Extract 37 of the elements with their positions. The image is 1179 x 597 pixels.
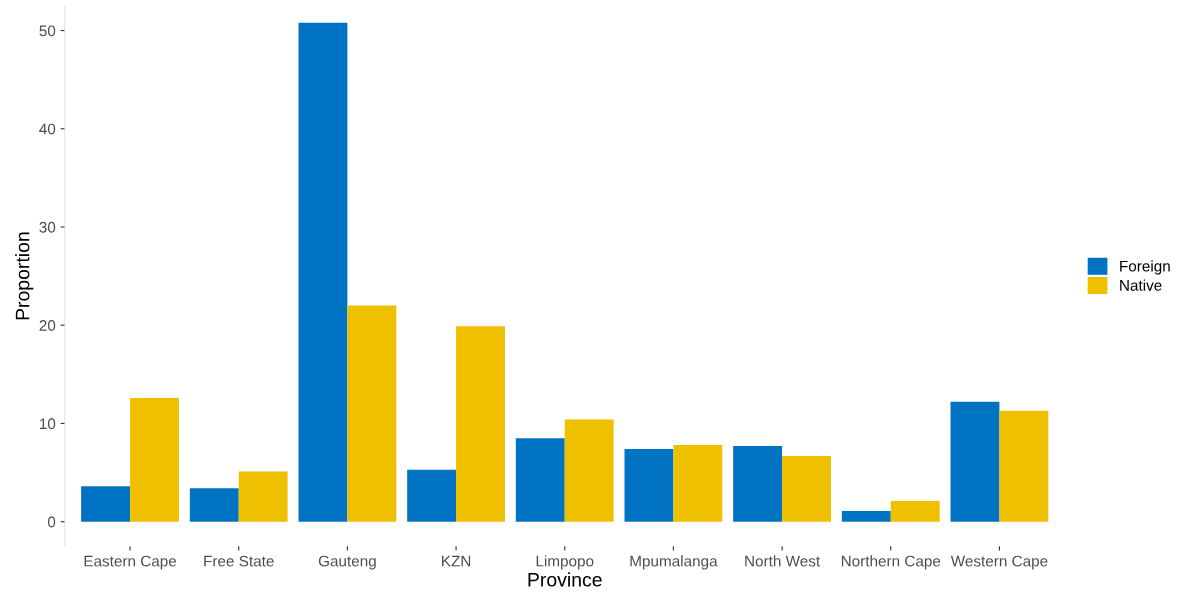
x-tick-label: Western Cape (950, 555, 1048, 570)
y-axis-title: Proportion (15, 232, 34, 320)
y-tick-label: 0 (47, 516, 56, 528)
y-tick-label: 10 (39, 418, 56, 430)
x-tick-label: Northern Cape (841, 555, 941, 570)
bar (564, 419, 614, 522)
bar (673, 445, 723, 522)
legend-label: Foreign (1120, 260, 1170, 275)
bar (407, 469, 457, 522)
x-tick-label: North West (745, 555, 821, 567)
bar (890, 501, 940, 522)
bar (841, 510, 891, 522)
y-tick-label: 30 (39, 221, 56, 233)
y-tick-label: 40 (39, 123, 56, 135)
bar (950, 401, 1000, 522)
bar (347, 305, 397, 522)
x-tick-label: KZN (442, 555, 471, 567)
x-tick-label: Mpumalanga (630, 555, 718, 570)
bar (624, 449, 674, 522)
bar (782, 455, 831, 522)
x-tick-label: Eastern Cape (84, 555, 177, 570)
bar (238, 471, 288, 522)
x-tick-label: Free State (204, 555, 274, 567)
bar (298, 22, 348, 522)
bar (189, 488, 239, 522)
bar (515, 438, 565, 522)
x-tick-label: Limpopo (536, 555, 594, 570)
y-tick-label: 50 (39, 25, 56, 37)
bar (81, 486, 131, 522)
x-tick-label: Gauteng (318, 555, 376, 570)
bar (733, 446, 783, 522)
bar (999, 410, 1049, 522)
legend-label: Native (1120, 279, 1162, 291)
y-tick-label: 20 (39, 320, 56, 331)
x-axis-title: Province (528, 572, 602, 587)
bar (456, 326, 505, 522)
bar (130, 397, 179, 522)
